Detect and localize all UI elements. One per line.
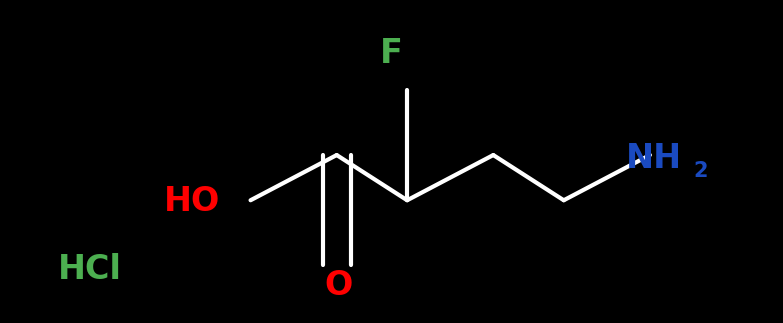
Text: HCl: HCl — [58, 253, 122, 286]
Text: F: F — [380, 37, 403, 70]
Text: O: O — [324, 269, 352, 302]
Text: NH: NH — [626, 142, 682, 175]
Text: HO: HO — [164, 185, 220, 218]
Text: 2: 2 — [694, 161, 708, 181]
